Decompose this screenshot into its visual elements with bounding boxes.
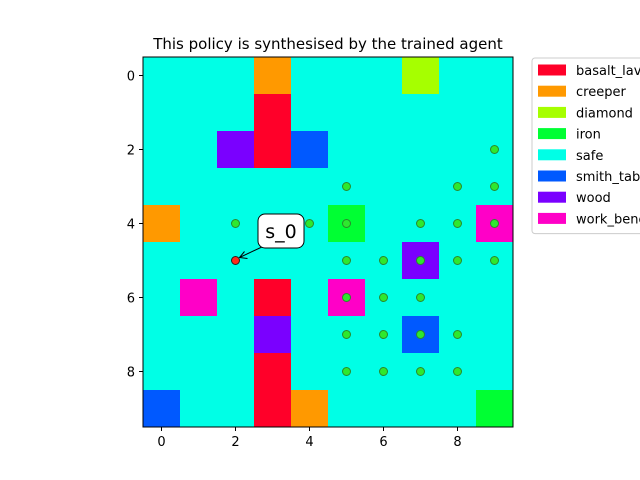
- policy-point: [453, 330, 462, 339]
- policy-point: [379, 256, 388, 265]
- x-tick-label: 8: [453, 435, 461, 450]
- policy-point: [379, 367, 388, 376]
- policy-point: [342, 367, 351, 376]
- cell-basalt-lava: [254, 279, 291, 316]
- policy-point: [342, 293, 351, 302]
- legend-label-safe: safe: [576, 149, 603, 164]
- y-tick-label: 2: [127, 144, 135, 159]
- legend-swatch-wood: [538, 191, 566, 203]
- x-tick-label: 2: [231, 435, 239, 450]
- cell-creeper: [291, 390, 328, 427]
- policy-point: [490, 219, 499, 228]
- cell-basalt-lava: [254, 353, 291, 390]
- policy-point: [342, 256, 351, 265]
- y-tick-label: 6: [127, 292, 135, 307]
- policy-point: [490, 145, 499, 154]
- policy-points: [231, 145, 499, 376]
- policy-point: [453, 219, 462, 228]
- policy-point: [453, 182, 462, 191]
- cell-basalt-lava: [254, 390, 291, 427]
- legend: basalt_lavacreeper diamond iron safe smith_t…: [531, 57, 640, 235]
- cell-wood: [254, 316, 291, 353]
- policy-point: [305, 219, 314, 228]
- legend-label-work-bench: work_bench: [576, 212, 640, 227]
- annotation-arrowhead: [238, 251, 248, 259]
- legend-label-smith-table: smith_table: [576, 170, 640, 185]
- legend-swatch-smith-table: [538, 170, 566, 182]
- x-tick-label: 4: [305, 435, 313, 450]
- start-point: [231, 256, 240, 265]
- policy-point: [342, 330, 351, 339]
- policy-point: [490, 256, 499, 265]
- policy-point: [342, 182, 351, 191]
- policy-point: [379, 293, 388, 302]
- cell-work-bench: [180, 279, 217, 316]
- legend-swatch-diamond: [538, 106, 566, 118]
- policy-point: [453, 367, 462, 376]
- cell-creeper: [254, 57, 291, 94]
- cell-iron: [476, 390, 513, 427]
- legend-label-basalt-lava: basalt_lava: [576, 64, 640, 79]
- cell-smith-table: [143, 390, 180, 427]
- annotation-label: s_0: [265, 221, 297, 243]
- cell-smith-table: [291, 131, 328, 168]
- legend-label-iron: iron: [576, 128, 601, 143]
- policy-point: [416, 330, 425, 339]
- policy-point: [453, 256, 462, 265]
- chart-title: This policy is synthesised by the traine…: [152, 35, 503, 53]
- cell-basalt-lava: [254, 94, 291, 131]
- policy-point: [416, 367, 425, 376]
- start-annotation: s_0: [238, 213, 305, 259]
- policy-point: [490, 182, 499, 191]
- legend-label-wood: wood: [576, 191, 611, 206]
- cell-diamond: [402, 57, 439, 94]
- y-tick-label: 0: [127, 70, 135, 85]
- policy-point: [416, 219, 425, 228]
- grid-cells: [143, 57, 513, 427]
- legend-swatch-work-bench: [538, 212, 566, 224]
- y-tick-label: 4: [127, 218, 135, 233]
- annotation-box: [257, 213, 305, 249]
- legend-swatch-creeper: [538, 85, 566, 97]
- legend-swatch-basalt-lava: [538, 64, 566, 76]
- policy-point: [379, 330, 388, 339]
- y-tick-label: 8: [127, 366, 135, 381]
- plot-frame: [142, 56, 514, 428]
- legend-swatch-safe: [538, 149, 566, 161]
- policy-point: [416, 293, 425, 302]
- x-tick-label: 0: [157, 435, 165, 450]
- policy-point: [231, 219, 240, 228]
- policy-point: [416, 256, 425, 265]
- x-tick-label: 6: [379, 435, 387, 450]
- cell-wood: [217, 131, 254, 168]
- cell-creeper: [143, 205, 180, 242]
- legend-label-diamond: diamond: [576, 106, 633, 121]
- axes: 0 2 4 6 8 0 2 4 6 8: [127, 70, 462, 451]
- legend-label-creeper: creeper: [576, 85, 626, 100]
- legend-box: [531, 57, 640, 235]
- cell-basalt-lava: [254, 131, 291, 168]
- legend-swatch-iron: [538, 128, 566, 140]
- policy-point: [342, 219, 351, 228]
- annotation-arrow: [239, 245, 265, 258]
